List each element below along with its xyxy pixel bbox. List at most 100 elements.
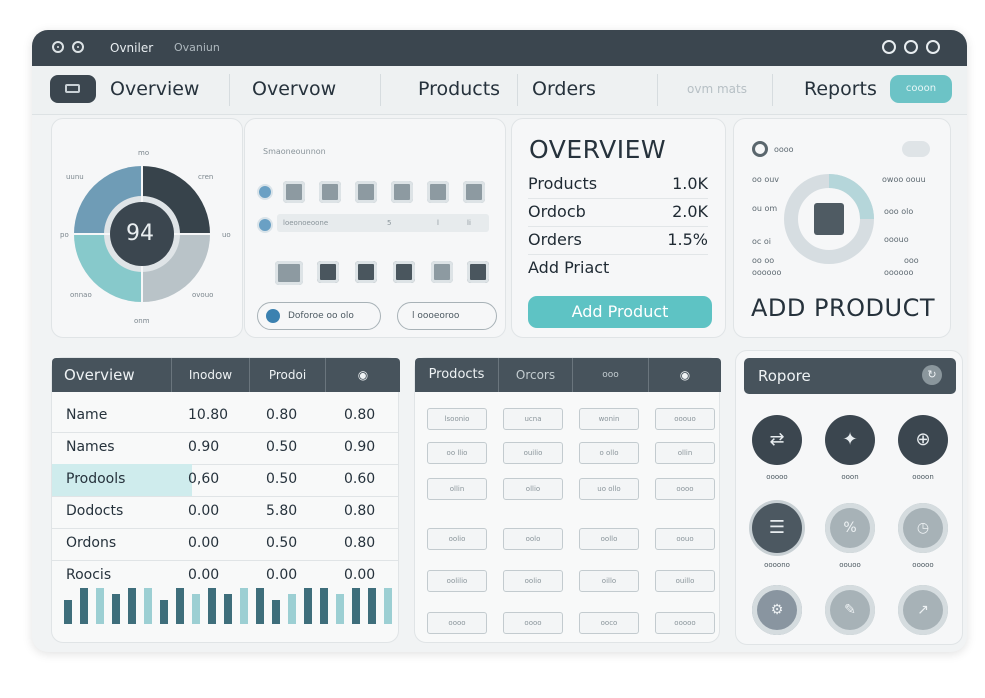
overview-title: OVERVIEW: [529, 135, 667, 164]
donut-label: uo: [222, 231, 231, 239]
grid-icon[interactable]: [355, 181, 377, 203]
column-header[interactable]: Prodoi: [250, 358, 326, 392]
table-row[interactable]: Name 10.80 0.80 0.80: [52, 400, 398, 433]
table-header: Prodocts Orcors ooo ◉: [415, 358, 721, 392]
analytics-report-icon[interactable]: ✦: [825, 415, 875, 465]
grid-cell-button[interactable]: oolilio: [427, 570, 487, 592]
window-close-icon[interactable]: [52, 41, 64, 53]
column-header[interactable]: Inodow: [172, 358, 250, 392]
grid-cell-button[interactable]: ooco: [579, 612, 639, 634]
donut-label: onnao: [70, 291, 92, 299]
nav-orders[interactable]: Orders: [532, 78, 596, 100]
grid-cell-button[interactable]: lsoonio: [427, 408, 487, 430]
report-label: oooono: [764, 561, 790, 569]
grid-cell-button[interactable]: ucna: [503, 408, 563, 430]
info-icon[interactable]: [904, 40, 918, 54]
reports-refresh-icon[interactable]: ↻: [922, 365, 942, 385]
grid-icon[interactable]: [427, 181, 449, 203]
overview-row-value: 2.0K: [672, 202, 708, 221]
mini-bar: [304, 588, 312, 624]
grid-cell-button[interactable]: oolio: [427, 528, 487, 550]
grid-cell-button[interactable]: oooo: [503, 612, 563, 634]
grid-cell-button[interactable]: ooooo: [655, 612, 715, 634]
image-icon[interactable]: [275, 261, 303, 285]
grid-cell-button[interactable]: uo ollo: [579, 478, 639, 500]
chart-report-icon[interactable]: ⇄: [752, 415, 802, 465]
grid-cell-button[interactable]: oillo: [579, 570, 639, 592]
grid-cell-button[interactable]: ouilio: [503, 442, 563, 464]
nav-action-button[interactable]: cooon: [890, 75, 952, 103]
settings-icon[interactable]: [882, 40, 896, 54]
grid-cell-button[interactable]: ouillo: [655, 570, 715, 592]
grid-cell-button[interactable]: ollio: [503, 478, 563, 500]
grid-icon[interactable]: [319, 181, 341, 203]
nav-overview[interactable]: Overview: [110, 78, 200, 100]
table-row-highlighted[interactable]: Prodools 0,60 0.50 0.60: [52, 464, 398, 497]
grid-cell-button[interactable]: ollin: [655, 442, 715, 464]
grid-cell-button[interactable]: o ollo: [579, 442, 639, 464]
grid-cell-button[interactable]: ooouo: [655, 408, 715, 430]
mini-bar: [144, 588, 152, 624]
column-header[interactable]: Overview: [52, 358, 172, 392]
grid-cell-button[interactable]: oollo: [579, 528, 639, 550]
grid-cell-button[interactable]: oo llio: [427, 442, 487, 464]
grid-cell-button[interactable]: oolo: [503, 528, 563, 550]
column-header[interactable]: Orcors: [499, 358, 573, 392]
radio-icon[interactable]: [257, 217, 273, 233]
image-icon[interactable]: [317, 261, 339, 283]
image-icon[interactable]: [467, 261, 489, 283]
settings-report-icon[interactable]: ⚙: [752, 585, 802, 635]
column-header-icon[interactable]: ◉: [357, 368, 369, 382]
nav-faded-item[interactable]: ovm mats: [687, 82, 747, 96]
mini-bar: [112, 594, 120, 624]
home-icon[interactable]: [50, 75, 96, 103]
grid-cell-button[interactable]: oouo: [655, 528, 715, 550]
grid-icon[interactable]: [283, 181, 305, 203]
toggle-icon[interactable]: [752, 141, 768, 157]
grid-cell-button[interactable]: wonin: [579, 408, 639, 430]
donut-label: po: [60, 231, 69, 239]
image-icon[interactable]: [393, 261, 415, 283]
edit-report-icon[interactable]: ✎: [825, 585, 875, 635]
table-cell: 0,60: [188, 471, 220, 487]
primary-action-button[interactable]: Doforoe oo olo: [257, 302, 381, 330]
document-report-icon[interactable]: ☰: [752, 503, 802, 553]
donut-label: ovouo: [192, 291, 214, 299]
secondary-action-button[interactable]: l oooeoroo: [397, 302, 497, 330]
grid-icon[interactable]: [463, 181, 485, 203]
clock-report-icon[interactable]: ◷: [898, 503, 948, 553]
add-product-card: oooo oo ouv ou om oc oi oo oo oooooo owo…: [733, 118, 951, 338]
table-cell: 10.80: [188, 407, 229, 423]
nav-products[interactable]: Products: [418, 78, 501, 100]
grid-cell-button[interactable]: oooo: [427, 612, 487, 634]
column-header-icon[interactable]: ◉: [679, 368, 691, 382]
grid-cell-button[interactable]: ollin: [427, 478, 487, 500]
image-icon[interactable]: [355, 261, 377, 283]
grid-icon[interactable]: [391, 181, 413, 203]
nav-overview-2[interactable]: Overvow: [252, 78, 337, 100]
switch-icon[interactable]: [902, 141, 930, 157]
add-product-button[interactable]: Add Product: [528, 296, 712, 328]
table-row[interactable]: Dodocts 0.00 5.80 0.80: [52, 496, 398, 529]
user-icon[interactable]: [926, 40, 940, 54]
table-cell: 0.00: [344, 567, 376, 583]
donut-chart: [74, 166, 210, 302]
column-header[interactable]: Prodocts: [415, 358, 499, 392]
table-row[interactable]: Roocis 0.00 0.00 0.00: [52, 560, 398, 592]
column-header[interactable]: ooo: [573, 358, 649, 392]
grid-cell-button[interactable]: oolio: [503, 570, 563, 592]
table-row[interactable]: Ordons 0.00 0.50 0.80: [52, 528, 398, 561]
donut-card: 94 mo uunu cren po uo onnao ovouo onm: [51, 118, 243, 338]
percent-report-icon[interactable]: %: [825, 503, 875, 553]
image-icon[interactable]: [431, 261, 453, 283]
stats-report-icon[interactable]: ⊕: [898, 415, 948, 465]
overview-row-value: 1.0K: [672, 174, 708, 193]
window-minimize-icon[interactable]: [72, 41, 84, 53]
share-report-icon[interactable]: ↗: [898, 585, 948, 635]
grid-cell-button[interactable]: oooo: [655, 478, 715, 500]
table-row[interactable]: Names 0.90 0.50 0.90: [52, 432, 398, 465]
radio-icon[interactable]: [257, 184, 273, 200]
nav-reports[interactable]: Reports: [804, 78, 877, 100]
mini-bar: [272, 600, 280, 624]
overview-row: Products 1.0K: [528, 174, 708, 199]
